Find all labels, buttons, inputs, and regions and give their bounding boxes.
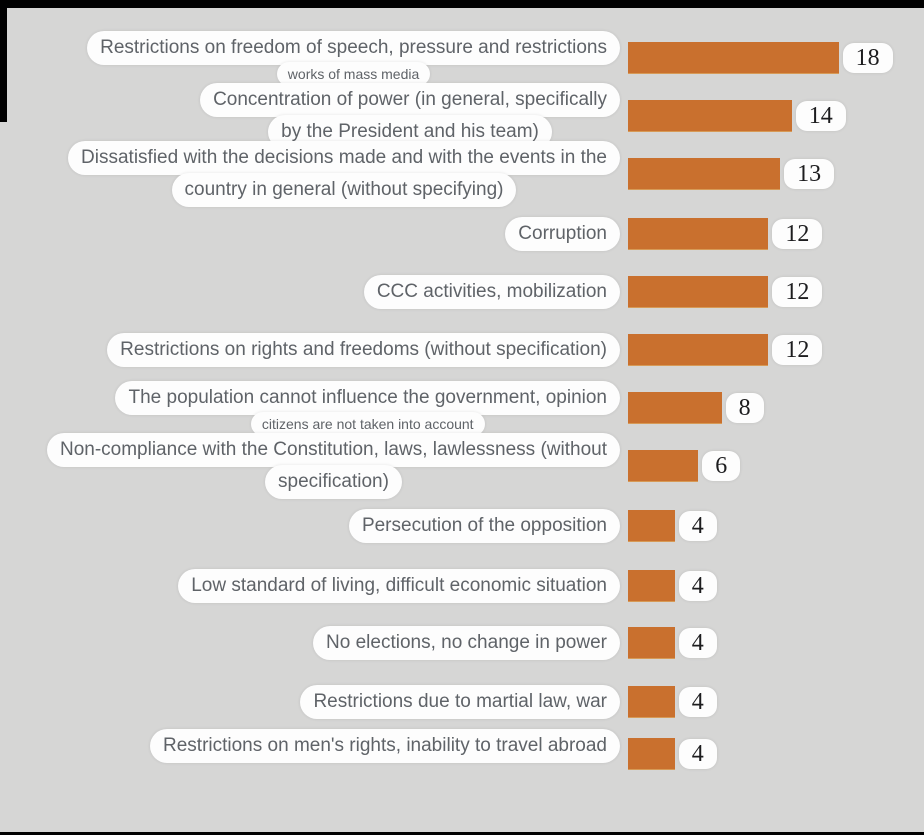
bar-group: 6 xyxy=(628,450,741,482)
category-label-pill: CCC activities, mobilization xyxy=(363,275,620,309)
value-badge: 4 xyxy=(678,571,717,601)
category-label-pill: Non-compliance with the Constitution, la… xyxy=(46,433,620,467)
bar xyxy=(628,158,781,190)
bar-group: 14 xyxy=(628,100,846,132)
category-label-pill: No elections, no change in power xyxy=(313,626,620,660)
bar-group: 12 xyxy=(628,276,823,308)
category-label-pill: country in general (without specifying) xyxy=(171,173,517,207)
bar-group: 4 xyxy=(628,510,717,542)
value-badge: 4 xyxy=(678,739,717,769)
category-labels: Dissatisfied with the decisions made and… xyxy=(0,141,620,207)
category-label-pill: Low standard of living, difficult econom… xyxy=(178,569,620,603)
bar-group: 13 xyxy=(628,158,835,190)
bar-group: 18 xyxy=(628,42,893,74)
value-badge: 4 xyxy=(678,687,717,717)
value-badge: 12 xyxy=(772,277,823,307)
category-label-pill: Restrictions on freedom of speech, press… xyxy=(87,30,620,65)
category-labels: Restrictions on freedom of speech, press… xyxy=(0,30,620,86)
category-label-pill: specification) xyxy=(265,465,402,499)
category-labels: Concentration of power (in general, spec… xyxy=(0,83,620,149)
value-badge: 4 xyxy=(678,511,717,541)
bar xyxy=(628,392,722,424)
category-label-pill: Dissatisfied with the decisions made and… xyxy=(68,141,620,175)
value-badge: 13 xyxy=(784,159,835,189)
value-badge: 6 xyxy=(702,451,741,481)
bar-group: 4 xyxy=(628,570,717,602)
category-label-pill: Persecution of the opposition xyxy=(348,509,620,543)
bar-group: 8 xyxy=(628,392,764,424)
bar xyxy=(628,100,792,132)
bar xyxy=(628,738,675,770)
value-badge: 8 xyxy=(725,393,764,423)
category-labels: Restrictions due to martial law, war xyxy=(0,685,620,719)
bar-group: 12 xyxy=(628,334,823,366)
category-labels: CCC activities, mobilization xyxy=(0,275,620,309)
category-labels: Corruption xyxy=(0,217,620,251)
bar xyxy=(628,627,675,659)
bar xyxy=(628,450,699,482)
category-labels: Low standard of living, difficult econom… xyxy=(0,569,620,603)
value-badge: 12 xyxy=(772,219,823,249)
value-badge: 12 xyxy=(772,335,823,365)
bar-group: 4 xyxy=(628,627,717,659)
category-labels: Persecution of the opposition xyxy=(0,509,620,543)
value-badge: 18 xyxy=(842,43,893,73)
bar xyxy=(628,276,769,308)
bar xyxy=(628,334,769,366)
frame-bottom-edge xyxy=(0,832,924,835)
category-label-pill: Concentration of power (in general, spec… xyxy=(200,83,620,117)
bar xyxy=(628,218,769,250)
category-labels: Non-compliance with the Constitution, la… xyxy=(0,433,620,499)
category-labels: No elections, no change in power xyxy=(0,626,620,660)
category-label-pill: Restrictions on rights and freedoms (wit… xyxy=(107,333,620,367)
category-labels: Restrictions on rights and freedoms (wit… xyxy=(0,333,620,367)
bar xyxy=(628,42,839,74)
category-label-pill: Restrictions on men's rights, inability … xyxy=(150,729,620,763)
category-label-pill: works of mass media xyxy=(276,61,431,86)
category-label-pill: citizens are not taken into account xyxy=(250,411,485,436)
category-labels: Restrictions on men's rights, inability … xyxy=(0,729,620,763)
category-label-pill: Restrictions due to martial law, war xyxy=(300,685,620,719)
bar xyxy=(628,686,675,718)
value-badge: 4 xyxy=(678,628,717,658)
bar xyxy=(628,510,675,542)
bar xyxy=(628,570,675,602)
frame-left-edge xyxy=(0,0,7,122)
bar-group: 4 xyxy=(628,686,717,718)
frame-top-edge xyxy=(0,0,924,8)
bar-group: 4 xyxy=(628,738,717,770)
category-label-pill: The population cannot influence the gove… xyxy=(115,380,620,415)
value-badge: 14 xyxy=(795,101,846,131)
category-label-pill: Corruption xyxy=(505,217,620,251)
category-labels: The population cannot influence the gove… xyxy=(0,380,620,436)
bar-group: 12 xyxy=(628,218,823,250)
